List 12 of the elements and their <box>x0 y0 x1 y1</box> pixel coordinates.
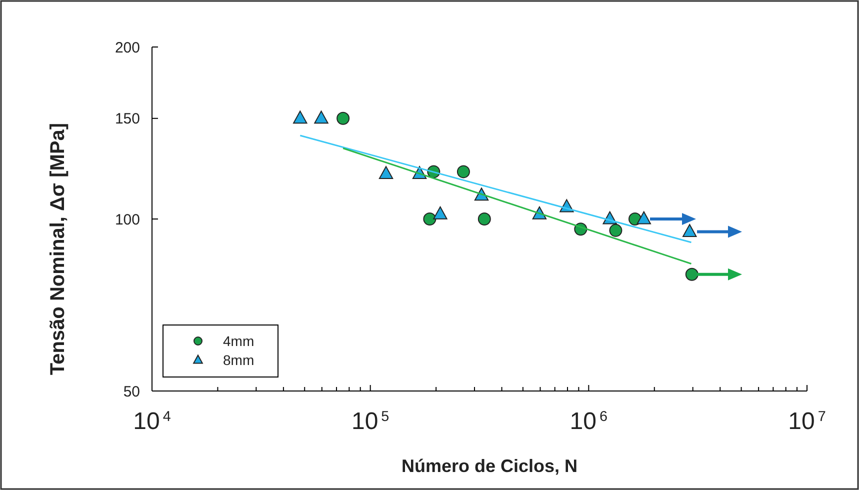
legend-label: 8mm <box>223 352 254 368</box>
x-axis-title: Número de Ciclos, N <box>401 456 578 476</box>
x-tick-label: 10$^{4}$ <box>133 408 171 435</box>
y-tick-label: 100 <box>114 211 140 228</box>
x-tick-label: 10$^{6}$ <box>570 408 608 435</box>
y-tick-label: 150 <box>114 110 140 128</box>
x-tick-label: 10$^{7}$ <box>788 408 826 435</box>
y-tick-label: 200 <box>114 39 140 56</box>
y-axis-title: Tensão Nominal, Δσ [MPa] <box>47 122 69 376</box>
legend-label: 4mm <box>223 332 254 349</box>
y-tick-label: 50 <box>123 383 140 400</box>
x-tick-label: 10$^{5}$ <box>351 408 390 435</box>
